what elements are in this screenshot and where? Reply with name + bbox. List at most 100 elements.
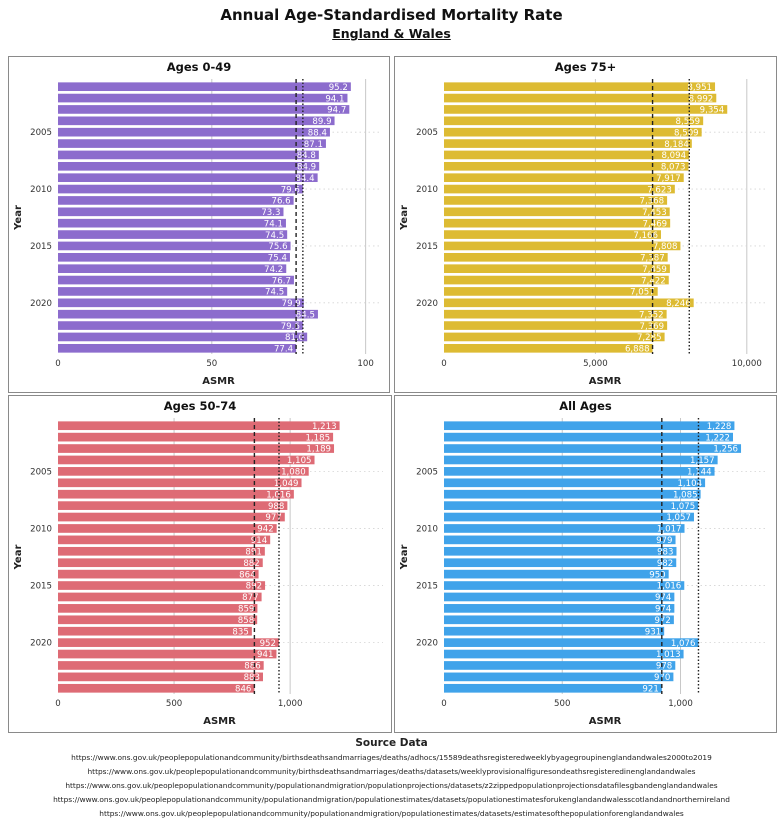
y-tick-label: 2020	[416, 299, 438, 309]
y-tick-label: 2005	[30, 128, 52, 138]
source-link-5[interactable]: https://www.ons.gov.uk/peoplepopulationa…	[99, 809, 684, 818]
bar-2011	[58, 535, 271, 545]
bar-2007	[444, 489, 701, 499]
data-label-2004: 89.9	[312, 117, 331, 127]
data-label-2013: 882	[243, 559, 259, 569]
data-label-2006: 8,184	[664, 140, 689, 150]
data-label-2022: 886	[244, 662, 260, 672]
data-label-2011: 76.6	[271, 197, 290, 207]
bar-2019	[444, 287, 658, 296]
data-label-2019: 931	[645, 627, 661, 637]
x-axis-label: ASMR	[589, 376, 622, 387]
x-tick-label: 0	[55, 699, 60, 709]
data-label-2014: 864	[239, 570, 255, 580]
data-label-2012: 983	[657, 547, 673, 557]
source-link-2[interactable]: https://www.ons.gov.uk/peoplepopulationa…	[87, 767, 696, 776]
data-label-2011: 7,368	[639, 197, 664, 207]
data-label-2019: 7,057	[630, 288, 655, 298]
chart-svg: Ages 75+8,9518,9929,3548,5598,5098,1848,…	[399, 60, 768, 387]
y-axis-label: Year	[399, 545, 410, 571]
y-tick-label: 2010	[416, 185, 438, 195]
bar-2012	[58, 546, 265, 556]
data-label-2023: 7,285	[637, 333, 662, 343]
data-label-2020: 8,246	[666, 299, 691, 309]
bar-2006	[58, 478, 302, 488]
chart-svg: All Ages1,2281,2221,2561,1571,1441,1041,…	[399, 399, 768, 727]
data-label-2004: 1,105	[287, 456, 312, 466]
data-label-2017: 974	[655, 605, 671, 615]
bar-2005	[58, 127, 330, 137]
data-label-2008: 988	[268, 502, 284, 512]
data-label-2020: 952	[260, 639, 276, 649]
bar-2002	[58, 432, 334, 442]
source-link-1[interactable]: https://www.ons.gov.uk/peoplepopulationa…	[71, 753, 712, 762]
bar-2009	[58, 512, 285, 522]
x-tick-label: 5,000	[583, 359, 608, 369]
data-label-2009: 7,917	[656, 174, 681, 184]
y-axis-label: Year	[13, 545, 24, 571]
bar-2010	[58, 184, 303, 194]
bar-2005	[444, 467, 715, 476]
data-label-2013: 7,469	[643, 219, 668, 229]
data-label-2013: 74.1	[264, 219, 283, 229]
bar-2004	[58, 116, 335, 126]
panel-title: Ages 75+	[555, 60, 616, 74]
data-label-2012: 73.3	[261, 208, 280, 218]
x-tick-label: 500	[166, 699, 182, 709]
data-label-2013: 982	[657, 559, 673, 569]
data-label-2019: 74.5	[265, 288, 284, 298]
y-tick-label: 2020	[30, 299, 52, 309]
data-label-2014: 74.5	[265, 231, 284, 241]
data-label-2010: 1,017	[657, 525, 682, 535]
x-tick-label: 1,000	[668, 699, 693, 709]
bar-2009	[58, 173, 318, 183]
x-tick-label: 100	[357, 359, 373, 369]
bar-2010	[444, 184, 675, 194]
bar-2023	[58, 672, 263, 682]
data-label-2012: 7,453	[642, 208, 667, 218]
data-label-2023: 883	[244, 673, 260, 683]
data-label-2016: 75.4	[268, 254, 287, 264]
data-label-2009: 84.4	[295, 174, 314, 184]
bar-2020	[444, 298, 694, 308]
bar-2013	[58, 558, 263, 568]
y-tick-label: 2015	[30, 582, 52, 592]
data-label-2003: 9,354	[700, 106, 725, 116]
bar-2024	[58, 683, 255, 693]
source-link-3[interactable]: https://www.ons.gov.uk/peoplepopulationa…	[65, 781, 718, 790]
data-label-2011: 914	[251, 536, 267, 546]
data-label-2018: 7,422	[641, 276, 666, 286]
data-label-2015: 1,016	[657, 582, 682, 592]
bar-2020	[58, 298, 304, 308]
y-axis-label: Year	[13, 205, 24, 231]
data-label-2010: 942	[257, 525, 273, 535]
y-tick-label: 2005	[416, 467, 438, 477]
bar-2022	[444, 321, 668, 330]
bar-2015	[444, 241, 681, 251]
panel-title: All Ages	[559, 399, 612, 413]
bar-2023	[444, 332, 665, 342]
data-label-2022: 7,369	[640, 322, 665, 332]
bar-2014	[58, 230, 288, 239]
panel-title: Ages 0-49	[167, 60, 232, 74]
source-link-4[interactable]: https://www.ons.gov.uk/peoplepopulationa…	[53, 795, 730, 804]
x-tick-label: 10,000	[732, 359, 762, 369]
data-label-2005: 88.4	[308, 128, 327, 138]
data-label-2007: 84.8	[297, 151, 316, 161]
bar-2014	[444, 569, 669, 579]
bar-2013	[444, 218, 671, 228]
bar-2002	[444, 432, 733, 442]
data-label-2005: 1,144	[687, 468, 712, 478]
x-axis-label: ASMR	[203, 716, 236, 727]
data-label-2002: 1,185	[305, 433, 330, 443]
data-label-2002: 8,992	[689, 94, 714, 104]
data-label-2008: 84.9	[297, 163, 316, 173]
bar-2018	[444, 615, 674, 625]
bar-2002	[58, 93, 348, 103]
bar-2001	[58, 82, 351, 92]
data-label-2004: 8,559	[676, 117, 701, 127]
data-label-2014: 7,166	[633, 231, 658, 241]
source-data-title: Source Data	[355, 737, 428, 749]
bar-2022	[58, 321, 303, 330]
bar-2016	[58, 252, 290, 262]
